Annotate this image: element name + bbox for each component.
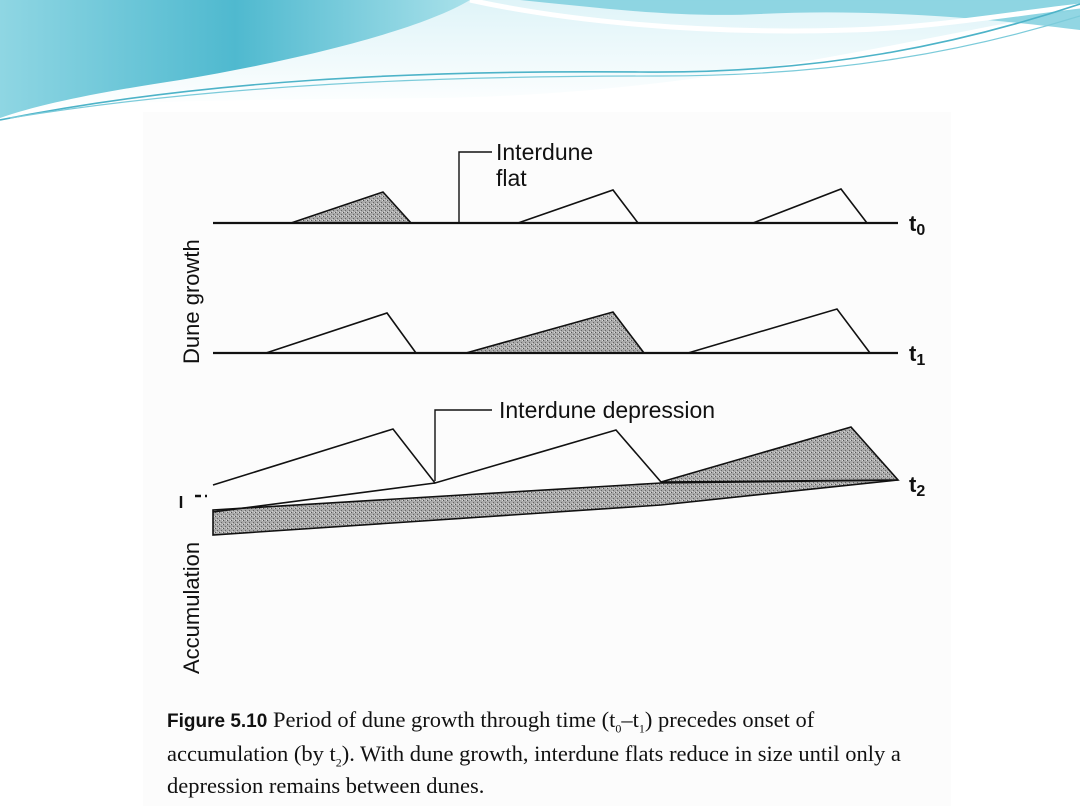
dune-growth-axis-label: Dune growth [179,239,204,364]
interdune-flat-label-line2: flat [496,165,527,191]
figure-scan: Interdune flat Interdune depression Dune… [143,112,951,806]
accumulation-layer [212,479,899,536]
caption-text-3: ) precedes onset of accumulation (by t [167,707,815,766]
dune-t0-3 [752,188,868,224]
decorative-header-waves [0,0,1080,121]
row-t2 [179,409,900,536]
dune-t0-2 [517,189,639,224]
time-label-t1: t1 [909,341,925,369]
figure-number: Figure 5.10 [167,711,268,732]
caption-sub-1: 1 [638,721,645,736]
wave-teal-band [0,0,470,118]
dune-t2-shaded [660,426,900,483]
caption-text-4: ). With dune growth, interdune flats red… [167,741,901,798]
interdune-flat-leader [458,151,492,222]
accumulation-axis-label: Accumulation [179,542,204,674]
caption-sub-2: 2 [335,755,342,770]
wave-teal-right [520,0,1080,30]
dune-t0-shaded [290,191,413,224]
caption-text-2: –t [621,707,639,732]
dune-t1-3 [687,308,871,354]
interdune-depression-leader [434,409,492,481]
wave-white-streak [469,0,1080,34]
caption-text-1: Period of dune growth through time (t [267,707,616,732]
time-label-t0: t0 [909,211,925,239]
interdune-flat-label-line1: Interdune [496,139,593,165]
row-t0 [213,151,898,225]
dune-t1-1 [265,312,417,354]
wave-line-2 [9,15,1080,119]
row-t1 [213,308,898,355]
wave-line-1 [0,3,1080,121]
dune-t2-surface [212,428,662,486]
dune-t1-shaded [465,311,646,354]
time-label-t2: t2 [909,472,925,500]
caption-sub-0: 0 [615,721,622,736]
interdune-depression-line [212,482,436,513]
dune-diagram: Interdune flat Interdune depression Dune… [179,139,925,674]
interdune-depression-label: Interdune depression [499,397,715,423]
figure-caption: Figure 5.10 Period of dune growth throug… [167,704,937,802]
